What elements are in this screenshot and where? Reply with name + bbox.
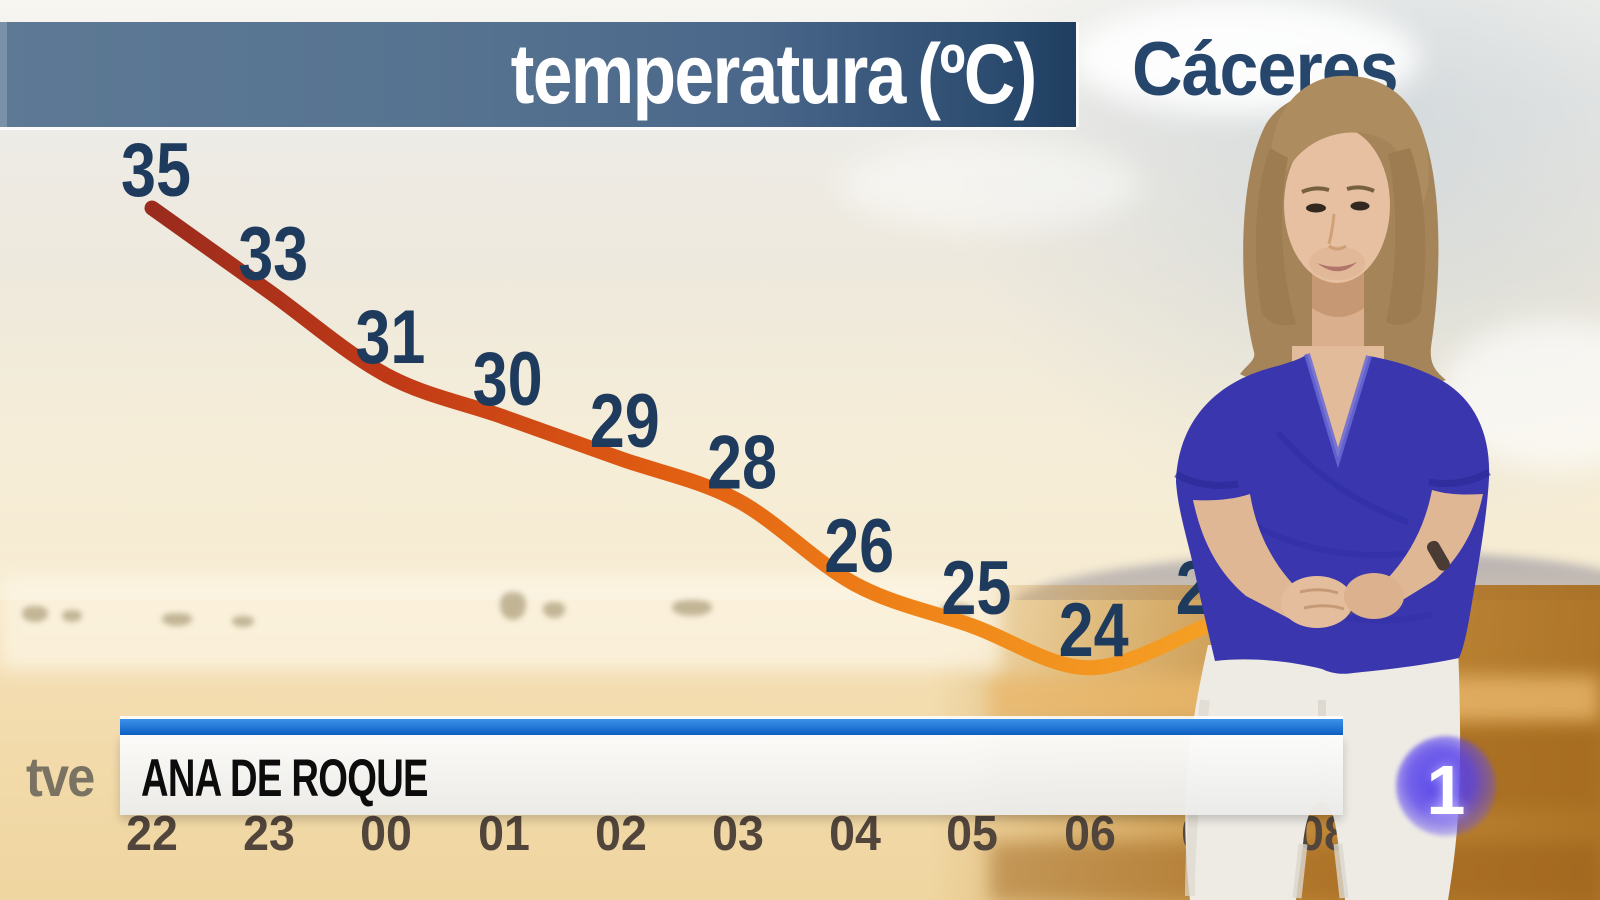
- distant-tree: [62, 610, 82, 622]
- eyebrow: [1301, 186, 1330, 194]
- time-label-22: 22: [126, 807, 178, 861]
- lower-third-nameplate: ANA DE ROQUE: [120, 735, 1343, 815]
- time-label-05: 05: [946, 807, 999, 861]
- distant-tree: [543, 602, 565, 618]
- time-label-03: 03: [712, 807, 764, 861]
- lips: [1317, 262, 1357, 272]
- la1-channel-logo: 1: [1390, 730, 1502, 842]
- cloud: [840, 140, 1140, 230]
- temperature-line: [144, 200, 1243, 676]
- tve-watermark: tve: [26, 745, 95, 808]
- arm: [1193, 494, 1312, 620]
- temp-label-28: 28: [707, 421, 777, 506]
- temp-label-35: 35: [121, 128, 191, 213]
- eyebrow: [1346, 185, 1375, 193]
- temp-label-24: 24: [1059, 588, 1129, 673]
- chart-title: temperatura (ºC): [511, 27, 1038, 121]
- hair-fringe: [1270, 75, 1429, 206]
- watch: [1427, 540, 1450, 571]
- v-neck-trim: [1304, 353, 1372, 469]
- distant-tree: [22, 606, 48, 622]
- distant-tree: [232, 616, 254, 627]
- temp-label-26: 26: [824, 504, 894, 589]
- distant-tree: [672, 600, 712, 616]
- la1-logo-glow: [1396, 736, 1496, 836]
- sleeve-hem: [1174, 470, 1239, 490]
- temp-label-30: 30: [473, 337, 543, 422]
- eye: [1350, 201, 1370, 211]
- time-label-23: 23: [243, 807, 296, 861]
- distant-tree: [162, 613, 192, 626]
- hand: [1344, 573, 1404, 619]
- distant-structure: [500, 592, 526, 620]
- presenter-name: ANA DE ROQUE: [141, 749, 428, 808]
- time-label-06: 06: [1063, 807, 1116, 861]
- fabric-fold: [1275, 430, 1410, 525]
- time-label-01: 01: [477, 807, 530, 861]
- trouser-shading: [1333, 843, 1349, 899]
- trouser-shading: [1292, 843, 1308, 899]
- time-label-00: 00: [360, 807, 413, 861]
- time-label-02: 02: [594, 807, 647, 861]
- hair-strand: [1386, 148, 1426, 325]
- fingers: [1299, 588, 1345, 611]
- hand: [1281, 576, 1353, 628]
- hair-strand: [1255, 148, 1296, 326]
- temp-label-25: 25: [941, 546, 1011, 631]
- temp-label-33: 33: [238, 212, 308, 297]
- nose: [1327, 213, 1347, 251]
- sleeve-hem: [1428, 468, 1491, 488]
- la1-logo-number: 1: [1426, 751, 1466, 829]
- temp-label-31: 31: [355, 295, 425, 380]
- face: [1284, 127, 1390, 283]
- chin-shading: [1309, 246, 1365, 280]
- time-label-04: 04: [829, 807, 882, 861]
- eye: [1306, 203, 1326, 213]
- chart-title-bar: temperatura (ºC): [0, 22, 1076, 127]
- lower-third-blue-bar: [120, 719, 1343, 735]
- temp-label-29: 29: [590, 379, 660, 464]
